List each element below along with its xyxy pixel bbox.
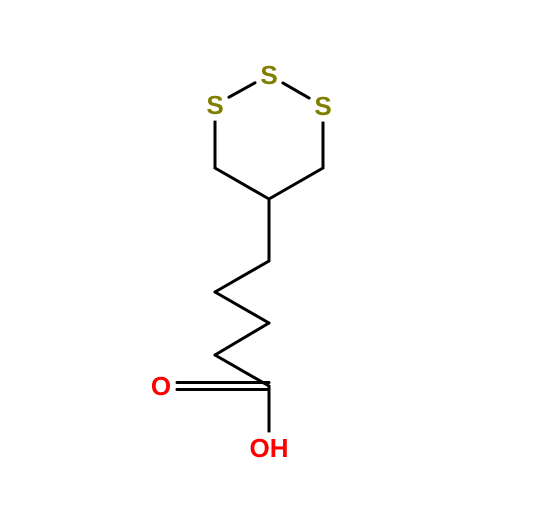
atom-label-S3: S xyxy=(314,91,331,121)
bond xyxy=(215,168,269,199)
bonds-layer xyxy=(177,83,323,432)
bond xyxy=(269,168,323,199)
molecule-structure: S S S O OH xyxy=(0,0,547,512)
atoms-layer: S S S O OH xyxy=(151,59,332,463)
atom-label-S2: S xyxy=(260,60,277,90)
bond xyxy=(215,261,269,292)
bond xyxy=(215,323,269,355)
atom-label-S1: S xyxy=(206,90,223,120)
bond xyxy=(229,83,255,97)
bond xyxy=(215,292,269,323)
bond xyxy=(283,83,309,98)
atom-label-O12: O xyxy=(151,371,171,401)
atom-label-O13: OH xyxy=(250,433,289,463)
